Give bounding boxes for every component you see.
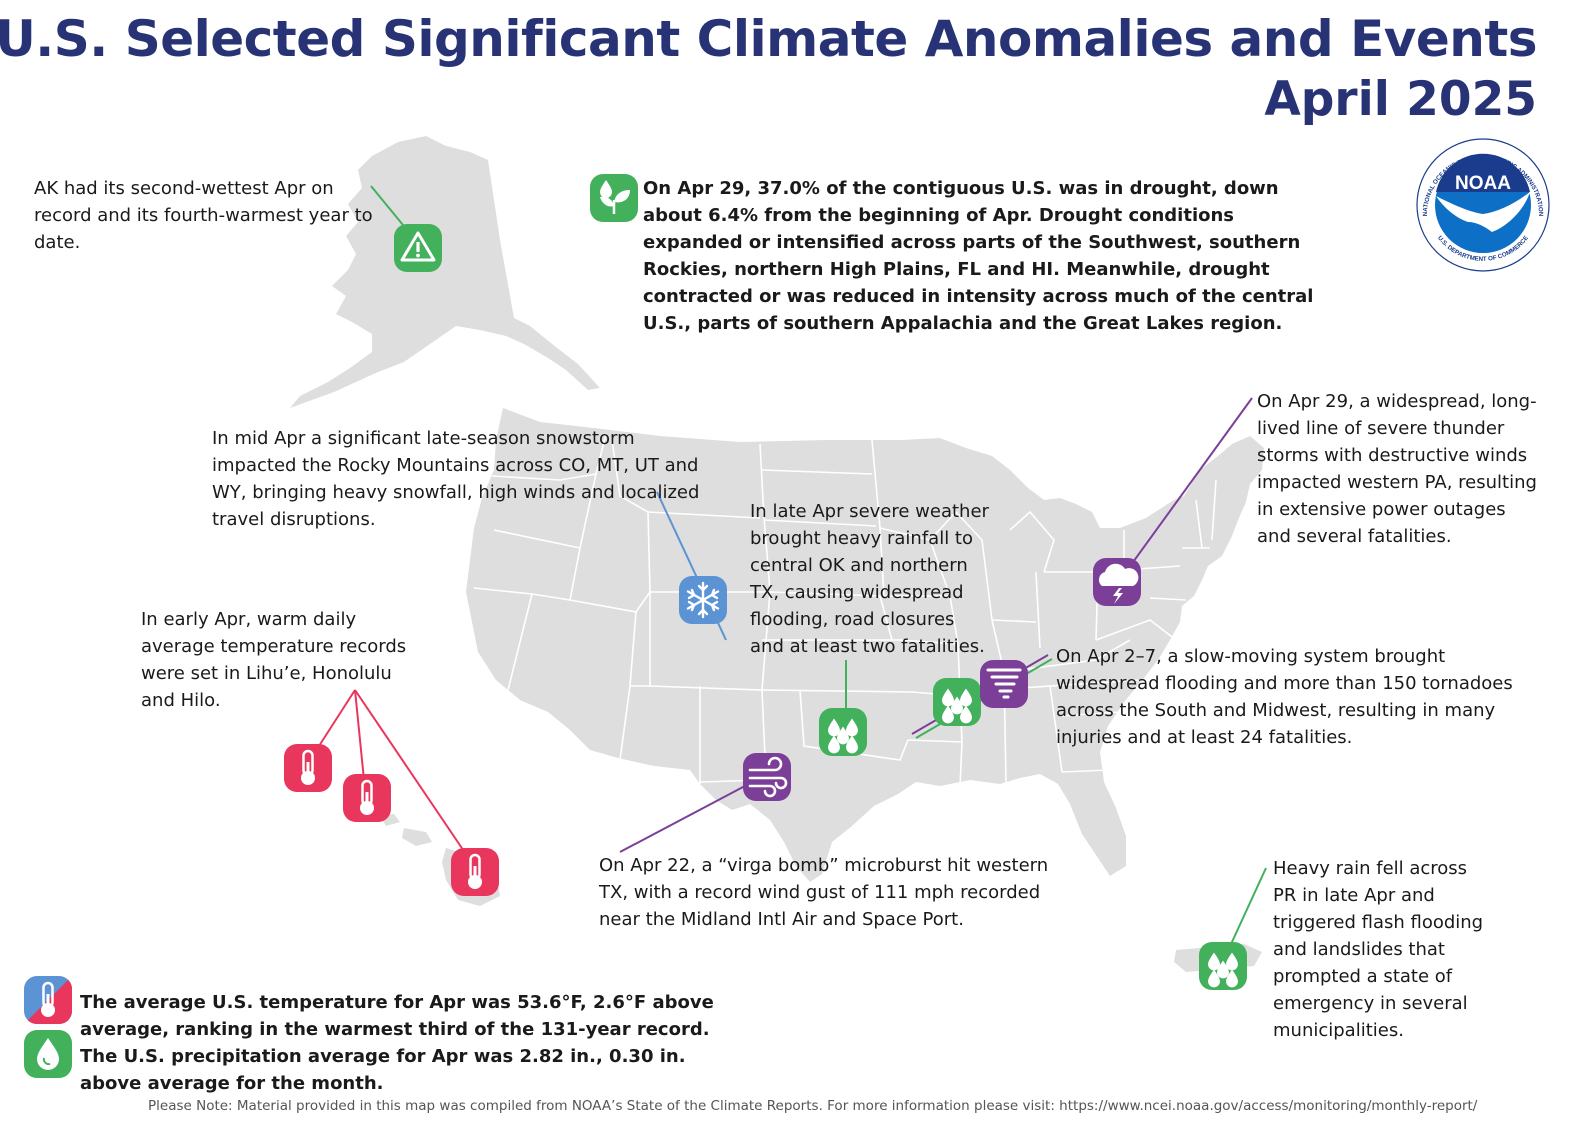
drought-icon bbox=[590, 174, 638, 222]
heavy-rain-icon bbox=[933, 678, 981, 726]
pa-storm-connector bbox=[1119, 397, 1253, 581]
noaa-logo: NOAA NATIONAL OCEANIC AND ATMOSPHERIC AD… bbox=[1416, 138, 1550, 272]
ok-tx-rain-annotation: In late Apr severe weather brought heavy… bbox=[750, 501, 989, 657]
page-subtitle-date: April 2025 bbox=[1264, 72, 1537, 127]
hawaii-connector-3 bbox=[354, 689, 475, 867]
wind-icon bbox=[743, 753, 791, 801]
alaska-shape bbox=[290, 136, 600, 408]
warning-icon bbox=[394, 224, 442, 272]
heavy-rain-icon bbox=[819, 708, 867, 756]
thermometer-icon bbox=[343, 774, 391, 822]
tornado-icon bbox=[980, 660, 1028, 708]
snowstorm-annotation: In mid Apr a significant late-season sno… bbox=[212, 428, 700, 530]
virga-annotation: On Apr 22, a “virga bomb” microburst hit… bbox=[599, 855, 1049, 930]
noaa-logo-text: NOAA bbox=[1455, 173, 1511, 194]
puerto-rico-connector bbox=[1225, 867, 1267, 956]
alaska-annotation: AK had its second-wettest Apr on record … bbox=[34, 178, 373, 253]
thermometer-icon bbox=[451, 848, 499, 896]
hawaii-annotation: In early Apr, warm daily average tempera… bbox=[141, 609, 407, 711]
footer-note: Please Note: Material provided in this m… bbox=[148, 1098, 1478, 1114]
south-midwest-annotation: On Apr 2–7, a slow-moving system brought… bbox=[1056, 646, 1513, 748]
temperature-summary-icon bbox=[24, 976, 72, 1024]
snowflake-icon bbox=[679, 576, 727, 624]
precipitation-summary-icon bbox=[24, 1030, 72, 1078]
hawaii-connector-2 bbox=[354, 689, 366, 791]
virga-connector bbox=[619, 777, 761, 853]
heavy-rain-icon bbox=[1199, 942, 1247, 990]
thunderstorm-icon bbox=[1093, 558, 1141, 606]
contiguous-us-shape bbox=[466, 408, 1264, 882]
drought-annotation: On Apr 29, 37.0% of the contiguous U.S. … bbox=[643, 178, 1314, 334]
puerto-rico-annotation: Heavy rain fell across PR in late Apr an… bbox=[1273, 858, 1484, 1041]
page-title: U.S. Selected Significant Climate Anomal… bbox=[0, 10, 1537, 68]
national-summary: The average U.S. temperature for Apr was… bbox=[80, 992, 714, 1094]
thermometer-icon bbox=[284, 744, 332, 792]
pa-storm-annotation: On Apr 29, a widespread, long-lived line… bbox=[1257, 391, 1537, 547]
